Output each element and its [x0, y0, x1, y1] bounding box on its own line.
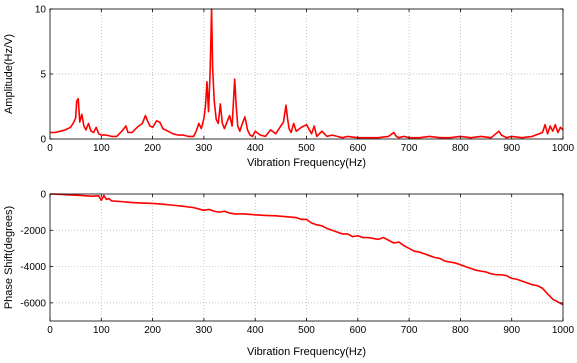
phase-ytick-label: -6000 [20, 298, 46, 309]
amplitude-xtick-label: 700 [401, 143, 418, 154]
phase-xtick-label: 600 [349, 325, 366, 336]
amplitude-xtick-label: 400 [247, 143, 264, 154]
phase-ytick-label: -4000 [20, 262, 46, 273]
amplitude-xtick-label: 900 [503, 143, 520, 154]
amplitude-xtick-label: 200 [144, 143, 161, 154]
phase-xtick-label: 500 [298, 325, 315, 336]
amplitude-xtick-label: 500 [298, 143, 315, 154]
amplitude-plot: 0 100 200 300 400 500 600 700 800 900 1000 0 5 10 Vibr… [3, 5, 575, 170]
amplitude-y-axis-title: Amplitude(Hz/V) [3, 34, 15, 114]
amplitude-ytick-label: 0 [40, 135, 46, 146]
phase-xtick-label: 700 [401, 325, 418, 336]
amplitude-xtick-label: 600 [349, 143, 366, 154]
amplitude-xtick-label: 800 [452, 143, 469, 154]
phase-ytick-label: 0 [40, 190, 46, 201]
amplitude-series-line [50, 8, 564, 139]
phase-xtick-label: 400 [247, 325, 264, 336]
phase-xtick-label: 900 [503, 325, 520, 336]
amplitude-ytick-label: 5 [40, 70, 46, 81]
amplitude-xtick-label: 0 [47, 143, 53, 154]
phase-series-line [49, 193, 564, 306]
amplitude-axes-frame [49, 8, 564, 140]
phase-ytick-label: -2000 [20, 226, 46, 237]
phase-xtick-label: 0 [47, 325, 53, 336]
amplitude-xtick-label: 300 [196, 143, 213, 154]
phase-xtick-label: 800 [452, 325, 469, 336]
phase-xtick-label: 200 [144, 325, 161, 336]
phase-shift-plot: 0 100 200 300 400 500 600 700 800 900 1000 0 -2000 -4… [3, 190, 575, 359]
phase-x-axis-title: Vibration Frequency(Hz) [247, 346, 366, 358]
phase-xtick-label: 100 [93, 325, 110, 336]
amplitude-ytick-label: 10 [35, 5, 47, 16]
amplitude-x-axis-title: Vibration Frequency(Hz) [247, 157, 366, 169]
phase-y-axis-title: Phase Shift(degrees) [3, 206, 15, 309]
amplitude-xtick-label: 100 [93, 143, 110, 154]
amplitude-xtick-label: 1000 [552, 143, 575, 154]
phase-xtick-label: 300 [196, 325, 213, 336]
phase-xtick-label: 1000 [552, 325, 575, 336]
